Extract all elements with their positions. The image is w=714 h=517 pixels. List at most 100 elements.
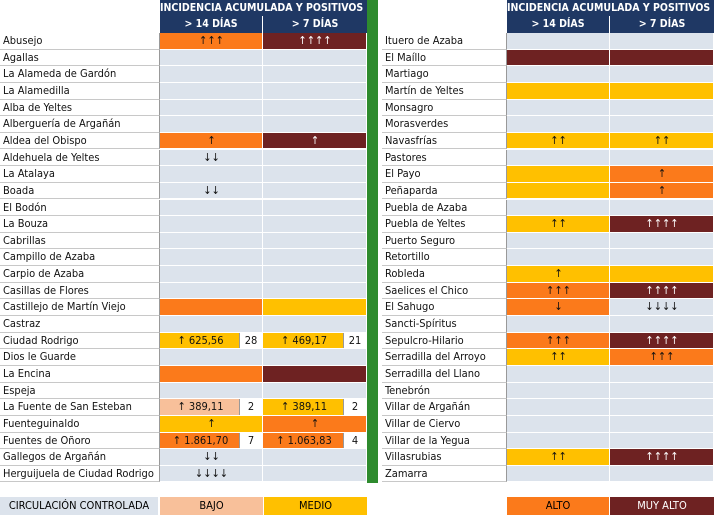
municipality-name: Zamarra [382, 465, 507, 483]
incidence-14d-cell [507, 316, 610, 333]
incidence-value: ↑↑↑ [199, 34, 224, 47]
table-row: Peñaparda ↑ [382, 182, 714, 200]
incidence-7d-cell [263, 449, 367, 466]
incidence-7d-cell [610, 149, 714, 167]
table-row: La Alameda de Gardón [0, 66, 367, 83]
incidence-value [507, 233, 610, 249]
incidence-value: ↑ 469,17 [280, 333, 328, 347]
incidence-7d-cell [610, 232, 714, 250]
incidence-7d-cell: ↑ [610, 166, 714, 183]
incidence-7d-cell [610, 382, 714, 400]
table-row: Puebla de Yeltes ↑↑ ↑↑↑↑ [382, 216, 714, 233]
municipality-name: La Bouza [0, 216, 160, 233]
table-row: Martiago [382, 66, 714, 83]
incidence-14d-cell [160, 249, 263, 267]
incidence-value [507, 66, 610, 82]
positive-count: 28 [239, 332, 262, 349]
positive-count: 7 [239, 432, 262, 449]
incidence-value [610, 150, 714, 166]
municipality-name: Ituero de Azaba [382, 33, 507, 50]
incidence-value [610, 383, 714, 399]
incidence-7d-cell [610, 399, 714, 416]
incidence-14d-cell [160, 199, 263, 217]
incidence-14d-cell [160, 82, 263, 100]
incidence-14d-cell [160, 232, 263, 250]
legend-circulacion-controlada: CIRCULACIÓN CONTROLADA [0, 497, 158, 515]
separator-bar [367, 0, 378, 483]
incidence-value: ↑ [207, 416, 216, 430]
incidence-7d-cell: ↑↑ [610, 132, 714, 150]
incidence-value [610, 433, 714, 449]
municipality-name: Villar de la Yegua [382, 432, 507, 450]
incidence-value: ↑↑↑ [546, 333, 571, 347]
incidence-value [507, 399, 610, 415]
municipality-name: Robleda [382, 266, 507, 283]
municipality-name: El Maíllo [382, 49, 507, 67]
incidence-value [160, 316, 263, 332]
incidence-value [507, 466, 610, 482]
incidence-7d-cell [610, 249, 714, 267]
table-row: La Atalaya [0, 166, 367, 183]
table-row: Retortillo [382, 249, 714, 267]
incidence-value [507, 100, 610, 116]
incidence-7d-cell [263, 166, 367, 183]
municipality-name: Ciudad Rodrigo [0, 332, 160, 350]
incidence-14d-cell [160, 66, 263, 83]
incidence-value [160, 383, 263, 399]
right-header-col7: > 7 DÍAS [610, 16, 714, 33]
incidence-14d-cell [507, 99, 610, 117]
legend-medio: MEDIO [264, 497, 367, 515]
table-row: La Bouza [0, 216, 367, 233]
incidence-14d-cell [507, 432, 610, 450]
incidence-7d-cell [263, 116, 367, 133]
incidence-value: ↑ 389,11 [280, 400, 328, 414]
incidence-7d-cell: ↑↑↑↑ [610, 332, 714, 350]
incidence-value [610, 416, 714, 432]
incidence-14d-cell [507, 82, 610, 100]
municipality-name: Sepulcro-Hilario [382, 332, 507, 350]
incidence-7d-cell [610, 266, 714, 283]
municipality-name: Boada [0, 182, 160, 200]
incidence-value [610, 66, 714, 82]
incidence-14d-cell [160, 349, 263, 366]
incidence-value [507, 366, 610, 382]
incidence-value: ↑ 1.861,70 [172, 433, 229, 447]
table-row: Alberguería de Argañán [0, 116, 367, 133]
legend-muy-alto: MUY ALTO [610, 497, 714, 515]
incidence-value: ↑↑↑↑ [645, 450, 679, 464]
incidence-7d-cell: ↓↓↓↓ [610, 299, 714, 316]
table-row: El Sahugo ↓ ↓↓↓↓ [382, 299, 714, 316]
incidence-value: ↑ 389,11 [177, 400, 224, 414]
table-row: Ciudad Rodrigo ↑ 625,56 28 ↑ 469,17 21 [0, 332, 367, 350]
municipality-name: Peñaparda [382, 182, 507, 200]
table-row: La Encina [0, 366, 367, 383]
incidence-value [263, 383, 367, 399]
incidence-value [160, 299, 263, 315]
incidence-14d-cell [507, 182, 610, 200]
incidence-7d-cell [263, 266, 367, 283]
incidence-value [160, 283, 263, 299]
incidence-value [507, 116, 610, 132]
municipality-name: Agallas [0, 49, 160, 67]
incidence-7d-cell [263, 199, 367, 217]
incidence-value [610, 33, 714, 49]
incidence-7d-cell: ↑↑↑ [610, 349, 714, 366]
incidence-value: ↑↑↑↑ [645, 333, 679, 347]
incidence-value [263, 200, 367, 216]
right-header-col14: > 14 DÍAS [507, 16, 610, 33]
municipality-name: Castillejo de Martín Viejo [0, 299, 160, 316]
municipality-name: Cabrillas [0, 232, 160, 250]
incidence-value [610, 249, 714, 265]
left-header-col7: > 7 DÍAS [263, 16, 367, 33]
municipality-name: Martiago [382, 66, 507, 83]
incidence-7d-cell [610, 366, 714, 383]
municipality-name: Espeja [0, 382, 160, 400]
incidence-value [263, 266, 367, 282]
incidence-7d-cell: ↑↑↑↑ [610, 282, 714, 300]
incidence-value [160, 83, 263, 99]
incidence-value: ↑ [310, 416, 320, 430]
incidence-value: ↓↓↓↓ [645, 300, 679, 314]
incidence-value [263, 83, 367, 99]
municipality-name: La Fuente de San Esteban [0, 399, 160, 416]
incidence-14d-cell [160, 316, 263, 333]
